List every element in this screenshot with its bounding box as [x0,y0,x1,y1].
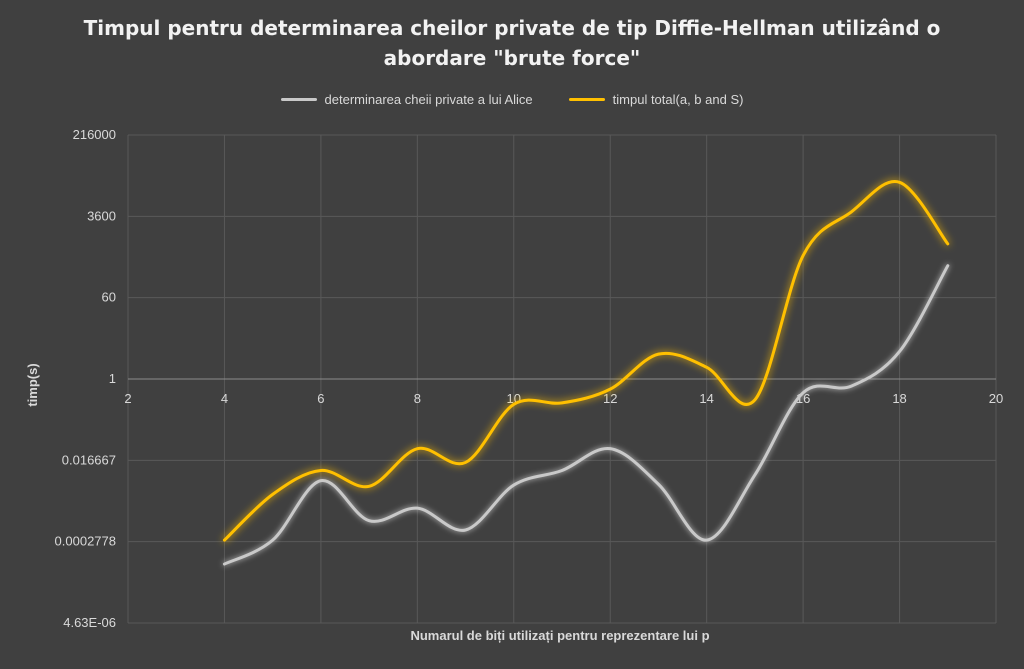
y-tick-label: 3600 [87,208,116,223]
y-tick-label: 1 [109,371,116,386]
legend-swatch-total [568,98,605,101]
y-tick-label: 0.016667 [62,452,116,467]
series-line-total [222,179,950,542]
y-tick-label: 216000 [73,127,116,142]
chart-title-line2: abordare "brute force" [383,46,641,70]
x-tick-label: 14 [699,391,713,406]
legend-swatch-alice [280,98,317,101]
chart-title-line1: Timpul pentru determinarea cheilor priva… [83,16,941,40]
x-axis-title: Numarul de biți utilizați pentru repreze… [410,628,709,643]
y-tick-label: 60 [102,290,116,305]
chart-legend: determinarea cheii private a lui Alice t… [0,92,1024,107]
x-tick-label: 20 [989,391,1003,406]
legend-item-alice: determinarea cheii private a lui Alice [280,92,533,107]
legend-label-total: timpul total(a, b and S) [612,92,744,107]
legend-item-total: timpul total(a, b and S) [568,92,744,107]
legend-label-alice: determinarea cheii private a lui Alice [324,92,533,107]
y-tick-label: 4.63E-06 [63,615,116,630]
x-tick-label: 18 [892,391,906,406]
x-tick-label: 4 [221,391,228,406]
x-tick-label: 8 [414,391,421,406]
y-tick-label: 0.0002778 [55,534,116,549]
series-line-alice [222,264,950,566]
x-tick-label: 2 [124,391,131,406]
y-axis-title: timp(s) [25,363,40,406]
x-tick-label: 6 [317,391,324,406]
x-tick-label: 12 [603,391,617,406]
